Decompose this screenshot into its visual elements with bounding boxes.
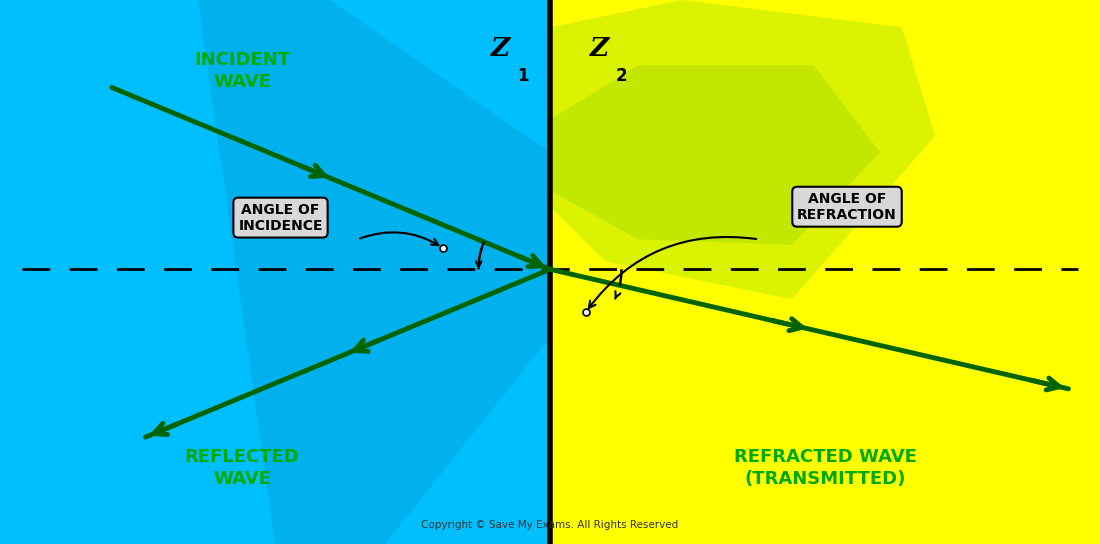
Text: ANGLE OF
REFRACTION: ANGLE OF REFRACTION [798,191,896,222]
Text: REFRACTED WAVE
(TRANSMITTED): REFRACTED WAVE (TRANSMITTED) [734,448,916,488]
Text: 1: 1 [517,67,528,85]
Polygon shape [550,0,935,299]
Text: Z: Z [491,36,510,61]
Polygon shape [198,0,550,544]
Polygon shape [550,65,880,245]
Text: Copyright © Save My Exams. All Rights Reserved: Copyright © Save My Exams. All Rights Re… [421,521,679,530]
Text: ANGLE OF
INCIDENCE: ANGLE OF INCIDENCE [239,202,322,233]
Text: INCIDENT
WAVE: INCIDENT WAVE [194,51,290,91]
Bar [0,0,550,544]
Text: REFLECTED
WAVE: REFLECTED WAVE [185,448,299,488]
Text: Z: Z [590,36,609,61]
Bar [550,0,1100,544]
Text: 2: 2 [616,67,627,85]
